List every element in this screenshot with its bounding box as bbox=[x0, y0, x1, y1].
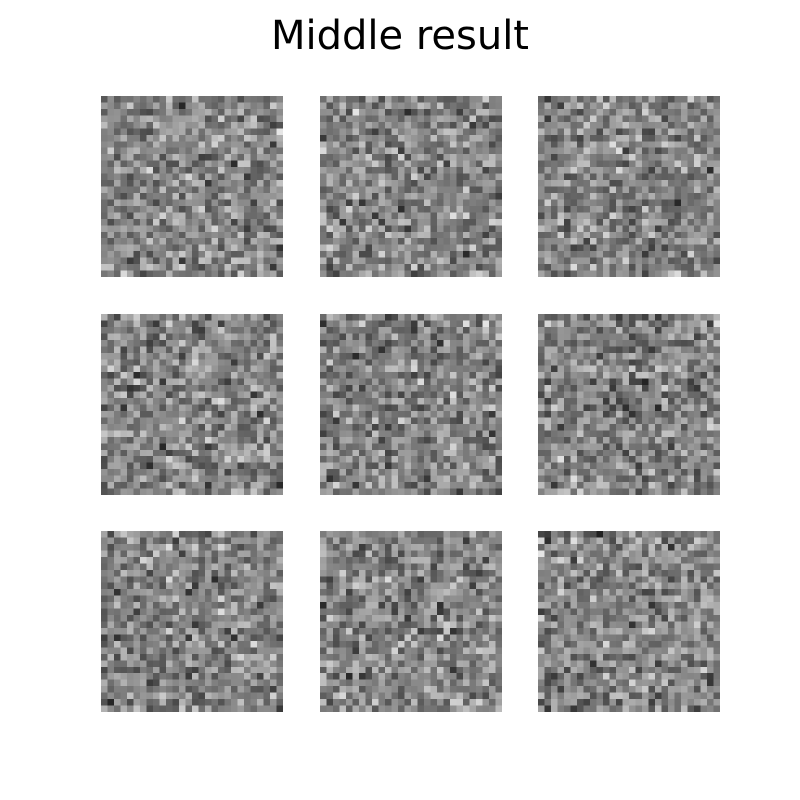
noise-image-9 bbox=[538, 531, 720, 712]
noise-image-7 bbox=[101, 531, 283, 712]
noise-image-6-canvas bbox=[538, 313, 720, 495]
noise-image-1-canvas bbox=[101, 96, 283, 277]
noise-image-7-canvas bbox=[101, 531, 283, 712]
noise-image-3 bbox=[538, 96, 720, 277]
noise-image-8 bbox=[319, 531, 502, 712]
noise-image-9-canvas bbox=[538, 531, 720, 712]
noise-image-5 bbox=[319, 313, 502, 495]
noise-image-8-canvas bbox=[319, 531, 502, 712]
noise-image-6 bbox=[538, 313, 720, 495]
noise-image-2 bbox=[319, 96, 502, 277]
noise-image-1 bbox=[101, 96, 283, 277]
figure-title: Middle result bbox=[270, 13, 529, 59]
noise-image-4 bbox=[101, 313, 283, 495]
noise-image-2-canvas bbox=[319, 96, 502, 277]
noise-image-grid bbox=[101, 96, 720, 712]
noise-image-5-canvas bbox=[319, 313, 502, 495]
noise-image-3-canvas bbox=[538, 96, 720, 277]
noise-image-4-canvas bbox=[101, 313, 283, 495]
